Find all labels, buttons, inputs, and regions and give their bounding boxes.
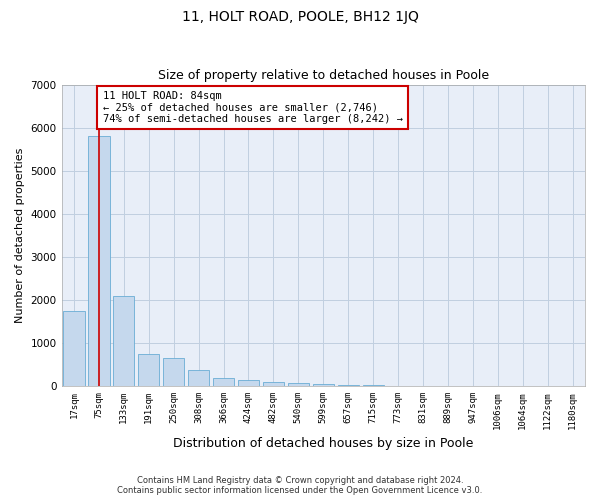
Bar — [263, 382, 284, 386]
Bar — [238, 380, 259, 386]
X-axis label: Distribution of detached houses by size in Poole: Distribution of detached houses by size … — [173, 437, 473, 450]
Text: 11 HOLT ROAD: 84sqm
← 25% of detached houses are smaller (2,746)
74% of semi-det: 11 HOLT ROAD: 84sqm ← 25% of detached ho… — [103, 91, 403, 124]
Bar — [188, 370, 209, 386]
Bar — [338, 385, 359, 386]
Bar — [113, 296, 134, 386]
Y-axis label: Number of detached properties: Number of detached properties — [15, 148, 25, 323]
Bar — [163, 358, 184, 386]
Title: Size of property relative to detached houses in Poole: Size of property relative to detached ho… — [158, 69, 489, 82]
Bar — [213, 378, 234, 386]
Text: Contains HM Land Registry data © Crown copyright and database right 2024.
Contai: Contains HM Land Registry data © Crown c… — [118, 476, 482, 495]
Bar — [288, 383, 309, 386]
Bar — [64, 311, 85, 386]
Text: 11, HOLT ROAD, POOLE, BH12 1JQ: 11, HOLT ROAD, POOLE, BH12 1JQ — [182, 10, 418, 24]
Bar — [313, 384, 334, 386]
Bar — [138, 354, 160, 386]
Bar — [88, 136, 110, 386]
